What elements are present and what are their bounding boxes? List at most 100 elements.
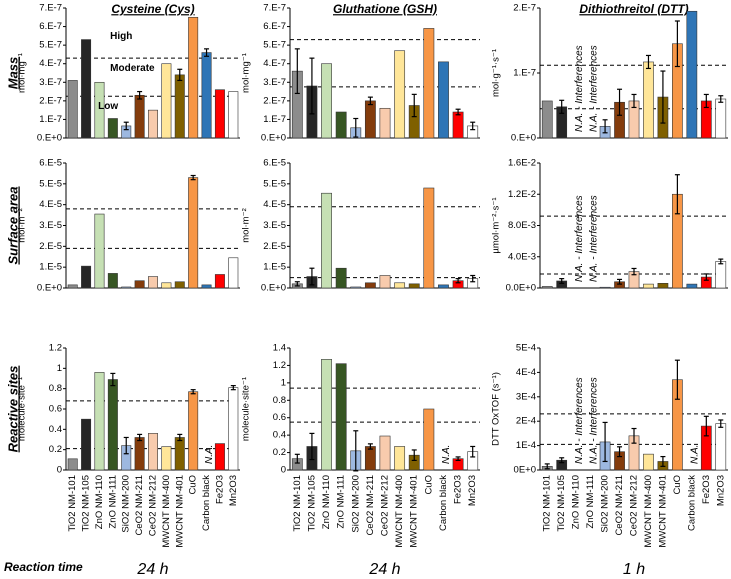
- bar: [94, 372, 105, 471]
- chart-title: Gluthatione (GSH): [333, 2, 437, 16]
- y-tick-label: 0.E+0: [37, 133, 62, 144]
- y-tick-label: 7.E-7: [263, 3, 286, 14]
- chart-title: Cysteine (Cys): [111, 2, 194, 16]
- bar: [350, 286, 362, 289]
- x-tick-label: TiO2 NM-101: [542, 475, 553, 532]
- y-tick-label: 0.2: [273, 447, 286, 458]
- bar: [438, 284, 449, 289]
- row-label: Mass: [5, 57, 20, 90]
- y-tick-label: 3E-4: [516, 391, 536, 402]
- level-label: Moderate: [110, 63, 155, 74]
- y-tick-label: 5E-4: [516, 343, 536, 354]
- reaction-time: 24 h: [136, 561, 168, 578]
- x-tick-label: ZnO NM-111: [107, 475, 118, 529]
- x-tick-label: MWCNT NM-401: [174, 475, 185, 548]
- bar: [94, 213, 105, 289]
- y-axis-label: mol·mg⁻¹: [17, 53, 28, 93]
- bar: [364, 100, 376, 139]
- x-tick-label: CuO: [672, 475, 683, 495]
- bar: [134, 437, 145, 471]
- bar: [148, 276, 158, 289]
- reaction-time: 24 h: [368, 561, 400, 578]
- bar: [67, 458, 78, 471]
- y-tick-label: 1: [281, 377, 286, 388]
- bar: [394, 282, 406, 289]
- x-tick-label: ZnO NM-111: [336, 475, 347, 529]
- x-tick-label: Mn2O3: [228, 475, 239, 506]
- y-tick-label: 1: [57, 363, 62, 374]
- bar: [174, 281, 185, 289]
- y-tick-label: 2E-4: [516, 416, 536, 427]
- x-tick-label: Fe2O3: [214, 475, 225, 504]
- bar: [107, 379, 118, 471]
- bar: [67, 284, 78, 289]
- level-label: High: [110, 31, 132, 42]
- y-tick-label: 1.4: [273, 343, 286, 354]
- y-tick-label: 6.E-7: [263, 21, 286, 32]
- y-tick-label: 4.0E-3: [508, 251, 536, 262]
- bar: [81, 39, 92, 139]
- bar: [188, 391, 199, 471]
- bar: [364, 282, 376, 289]
- y-tick-label: 2.E-7: [39, 95, 62, 106]
- y-axis-label: mol·m⁻²: [17, 208, 28, 243]
- x-tick-label: CeO2 NM-212: [148, 475, 159, 536]
- bar: [379, 435, 391, 471]
- bar: [174, 437, 185, 471]
- x-tick-label: MWCNT NM-401: [409, 475, 420, 548]
- y-tick-label: 1.2: [49, 343, 62, 354]
- y-tick-label: 8.0E-3: [508, 220, 536, 231]
- y-axis-label: mol·g⁻¹·s⁻¹: [491, 49, 502, 97]
- bar: [148, 109, 158, 139]
- x-tick-label: TiO2 NM-101: [292, 475, 303, 532]
- y-tick-label: 1.E-5: [39, 262, 62, 273]
- y-tick-label: 4.E-5: [39, 199, 62, 210]
- y-tick-label: 2.E-7: [263, 95, 286, 106]
- annotation: N.A. - Interferences: [574, 377, 585, 464]
- y-tick-label: 0.2: [49, 444, 62, 455]
- y-tick-label: 1.E-5: [263, 262, 286, 273]
- bar: [379, 107, 391, 139]
- bar: [643, 61, 654, 139]
- annotation: N.A.: [204, 445, 215, 464]
- y-tick-label: 1.6E-2: [508, 158, 536, 169]
- y-tick-label: 1.E-7: [39, 114, 62, 125]
- y-tick-label: 2.E-5: [263, 241, 286, 252]
- y-tick-label: 1.E-7: [263, 114, 286, 125]
- bar: [321, 192, 332, 289]
- x-tick-label: Fe2O3: [453, 475, 464, 504]
- bar: [394, 446, 406, 471]
- bar: [214, 274, 225, 289]
- bar: [335, 267, 347, 289]
- x-tick-label: Fe2O3: [701, 475, 712, 504]
- annotation: N.A. - Interferences: [588, 377, 599, 464]
- y-tick-label: 6.E-7: [39, 21, 62, 32]
- y-tick-label: 0.8: [49, 383, 62, 394]
- x-tick-label: Mn2O3: [467, 475, 478, 506]
- bar: [188, 177, 199, 289]
- bar: [408, 283, 420, 289]
- x-tick-label: MWCNT NM-400: [161, 475, 172, 548]
- bar: [686, 10, 698, 139]
- y-tick-label: 3.E-5: [263, 220, 286, 231]
- bar: [174, 74, 185, 139]
- y-tick-label: 3.E-7: [39, 77, 62, 88]
- x-tick-label: CeO2 NM-211: [134, 475, 145, 536]
- bar: [67, 80, 78, 139]
- bar: [228, 91, 239, 139]
- x-tick-label: Carbon black: [201, 475, 212, 531]
- row-label: Surface area: [5, 186, 20, 264]
- x-tick-label: ZnO NM-111: [585, 475, 596, 529]
- y-axis-label: mol·mg⁻¹: [241, 53, 252, 93]
- row-label: Reactive sites: [5, 366, 20, 453]
- x-tick-label: CeO2 NM-211: [365, 475, 376, 536]
- y-tick-label: 0.6: [273, 412, 286, 423]
- x-tick-label: ZnO NM-110: [321, 475, 332, 529]
- bar: [214, 443, 225, 471]
- bar: [134, 94, 145, 139]
- x-tick-label: CeO2 NM-211: [614, 475, 625, 536]
- y-tick-label: 3.E-5: [39, 220, 62, 231]
- annotation: N.A. - Interferences: [588, 45, 599, 132]
- bar: [201, 284, 212, 289]
